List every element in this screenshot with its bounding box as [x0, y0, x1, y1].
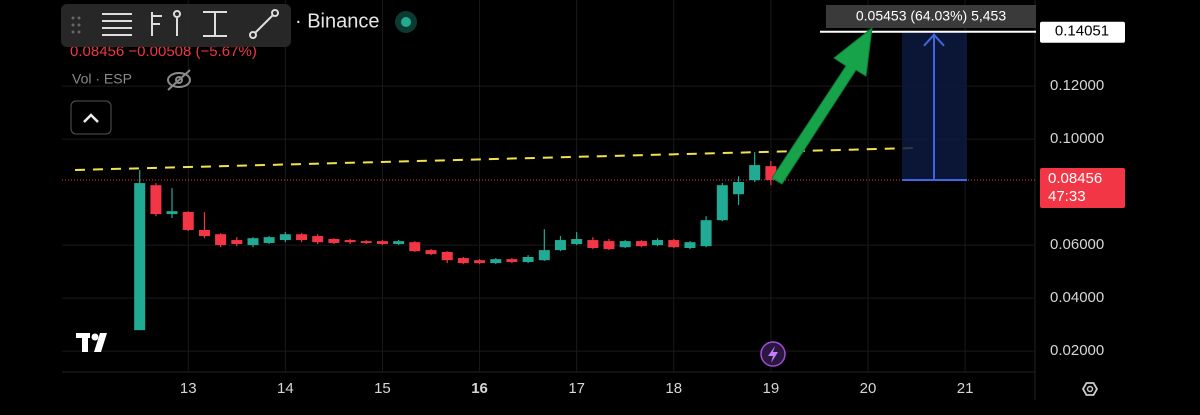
status-dot — [401, 17, 411, 27]
settings-button[interactable] — [1081, 382, 1099, 396]
candle-body — [522, 257, 534, 263]
candle-body — [652, 240, 664, 246]
x-tick-label: 15 — [374, 380, 391, 397]
candle-body — [182, 211, 194, 230]
y-tick-label: 0.02000 — [1050, 342, 1104, 359]
candle-body — [684, 242, 696, 248]
target-tag-label: 0.14051 — [1055, 23, 1109, 40]
hide-icon[interactable] — [167, 69, 191, 91]
x-tick-label: 14 — [277, 380, 294, 397]
x-tick-label: 13 — [180, 380, 197, 397]
candle-body — [441, 251, 453, 261]
toolbar — [61, 4, 291, 47]
candle-body — [376, 241, 388, 245]
candle-body — [490, 259, 502, 264]
lightning-button[interactable] — [760, 341, 786, 367]
candle-body — [603, 241, 615, 250]
tool-measure[interactable] — [203, 11, 227, 37]
y-tick-label: 0.06000 — [1050, 236, 1104, 253]
candle-body — [247, 238, 259, 246]
candle-body — [360, 241, 372, 243]
y-tick-label: 0.04000 — [1050, 289, 1104, 306]
countdown-label: 47:33 — [1048, 188, 1086, 205]
y-tick-label: 0.10000 — [1050, 130, 1104, 147]
x-tick-label: 19 — [763, 380, 780, 397]
candle-body — [198, 229, 210, 237]
candle-body — [393, 241, 405, 245]
candle-body — [749, 165, 761, 181]
candle-body — [635, 241, 647, 247]
candle-body — [134, 183, 146, 331]
candle-body — [457, 258, 469, 264]
candle-body — [700, 220, 712, 247]
x-tick-label: 17 — [568, 380, 585, 397]
candle-body — [231, 240, 243, 245]
candle-body — [215, 234, 227, 246]
candle-body — [279, 234, 291, 241]
collapse-button[interactable] — [70, 100, 112, 135]
tv-logo — [76, 333, 107, 352]
candle-body — [344, 240, 356, 243]
measure-arrowhead — [923, 33, 945, 47]
candle-body — [263, 237, 275, 243]
candle-body — [474, 260, 486, 264]
candle-body — [765, 166, 777, 181]
tool-lines[interactable] — [102, 13, 132, 36]
x-tick-label: 16 — [471, 380, 488, 397]
candle-body — [619, 241, 631, 248]
x-tick-label: 21 — [957, 380, 974, 397]
target-tag — [1040, 21, 1125, 43]
candle-body — [716, 185, 728, 221]
candle-body — [571, 238, 583, 245]
x-tick-label: 18 — [665, 380, 682, 397]
tool-trend[interactable] — [249, 9, 279, 39]
plot — [62, 147, 1035, 331]
candle-body — [409, 242, 421, 252]
grid: 0.02000 0.04000 0.06000 0.10000 0.12000 13 14 1… — [62, 0, 1104, 400]
measure-label: 0.05453 (64.03%) 5,453 — [856, 8, 1006, 24]
candle-body — [554, 240, 566, 251]
candle-body — [538, 250, 550, 261]
candle-body — [296, 234, 308, 241]
projection-arrow — [771, 26, 873, 185]
overlay: 0.05453 (64.03%) 5,453 0.14051 0.0845647:3… — [771, 5, 1125, 209]
candle-body — [312, 236, 324, 243]
quote-line: 0.08456 −0.00508 (−5.67%) — [70, 43, 257, 60]
candle-body — [150, 185, 162, 215]
measure-label-box — [826, 5, 1036, 28]
trend-line — [74, 147, 916, 171]
candle-body — [506, 259, 518, 263]
candle-body — [733, 182, 745, 195]
candle-body — [425, 250, 437, 255]
candle-body — [166, 211, 178, 215]
volume-label: Vol · ESP — [72, 71, 132, 87]
y-tick-label: 0.12000 — [1050, 77, 1104, 94]
candle-body — [328, 238, 340, 243]
candle-body — [668, 240, 680, 248]
symbol-title: · Binance — [295, 10, 380, 32]
tool-fib[interactable] — [151, 10, 181, 36]
price-tag — [1040, 168, 1125, 209]
candle-body — [587, 240, 599, 248]
x-tick-label: 20 — [860, 380, 877, 397]
price-tag-label: 0.08456 — [1048, 170, 1102, 187]
